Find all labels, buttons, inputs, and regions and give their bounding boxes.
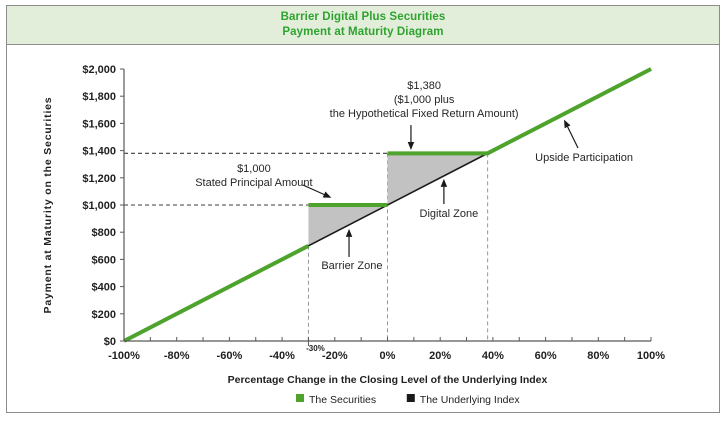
y-tick-label: $400: [92, 282, 116, 294]
x-tick-label: 60%: [535, 350, 557, 362]
annotation-text: Barrier Zone: [321, 260, 382, 272]
y-axis-title: Payment at Maturity on the Securities: [42, 97, 54, 314]
legend-swatch: [296, 394, 304, 402]
y-tick-label: $1,000: [82, 200, 116, 212]
y-tick-labels: $0 $200 $400 $600 $800 $1,000 $1,200 $1,400 $1,6…: [82, 64, 116, 348]
x-tick-label: 80%: [587, 350, 609, 362]
x-tick-label: -20%: [322, 350, 348, 362]
annotation-arrow: [302, 184, 332, 198]
fixed-return-callout: $1,380 ($1,000 plus the Hypothetical Fixed…: [330, 80, 519, 151]
x-axis-title: Percentage Change in the Closing Level o…: [228, 374, 548, 386]
annotation-text: ($1,000 plus: [394, 94, 455, 106]
diagram-header: Barrier Digital Plus Securities Payment …: [7, 6, 719, 45]
x-tick-label: -40%: [269, 350, 295, 362]
upside-participation-label: Upside Participation: [535, 119, 633, 164]
x-tick-label: 100%: [637, 350, 665, 362]
y-tick-label: $1,400: [82, 146, 116, 158]
axes: [120, 68, 652, 346]
arrow-head: [345, 228, 353, 237]
arrow-head: [564, 119, 571, 129]
y-tick-label: $0: [104, 336, 116, 348]
y-tick-label: $1,200: [82, 173, 116, 185]
arrow-head: [407, 142, 415, 151]
y-tick-label: $1,800: [82, 91, 116, 103]
payoff-chart: $0 $200 $400 $600 $800 $1,000 $1,200 $1,400 $1,6…: [42, 64, 665, 406]
series-segment: [123, 244, 310, 343]
y-tick-label: $2,000: [82, 64, 116, 76]
annotation-text: $1,000: [237, 163, 271, 175]
x-tick-label: -60%: [217, 350, 243, 362]
arrow-shaft: [302, 184, 325, 196]
annotation-arrow: [440, 178, 448, 205]
annotation-arrow: [345, 228, 353, 257]
x-tick-label: -80%: [164, 350, 190, 362]
digital-zone-fill: [387, 153, 488, 205]
legend: The Securities The Underlying Index: [296, 394, 520, 406]
diagram-frame: Barrier Digital Plus Securities Payment …: [6, 5, 720, 413]
y-tick-label: $600: [92, 254, 116, 266]
legend-label: The Underlying Index: [420, 394, 521, 406]
annotation-arrow: [407, 125, 415, 151]
annotation-text: Stated Principal Amount: [195, 177, 312, 189]
x-tick-label: -100%: [108, 350, 140, 362]
principal-callout: $1,000 Stated Principal Amount: [195, 163, 332, 198]
y-tick-label: $800: [92, 227, 116, 239]
x-tick-labels: -100% -80% -60% -40% -20% 0% 20% 40% 60% 80% 100% -…: [108, 344, 665, 362]
the-securities-line: [123, 67, 652, 343]
arrow-shaft: [567, 126, 579, 149]
y-tick-label: $1,600: [82, 118, 116, 130]
x-tick-label: 40%: [482, 350, 504, 362]
barrier-level-tick-label: -30%: [306, 344, 325, 353]
arrow-head: [322, 191, 332, 198]
series-segment: [387, 67, 652, 156]
arrow-head: [440, 178, 448, 187]
legend-swatch: [406, 394, 415, 402]
diagram-title-line2: Payment at Maturity Diagram: [282, 26, 444, 38]
annotation-text: $1,380: [407, 80, 441, 92]
x-tick-label: 0%: [380, 350, 396, 362]
y-tick-label: $200: [92, 309, 116, 321]
annotation-arrow: [564, 119, 579, 149]
annotation-text: Digital Zone: [420, 208, 479, 220]
chart-area: $0 $200 $400 $600 $800 $1,000 $1,200 $1,400 $1,6…: [7, 45, 719, 412]
annotation-text: the Hypothetical Fixed Return Amount): [330, 108, 519, 120]
legend-label: The Securities: [309, 394, 376, 406]
digital-zone-label: Digital Zone: [420, 178, 479, 220]
barrier-zone-label: Barrier Zone: [321, 228, 382, 272]
x-tick-label: 20%: [429, 350, 451, 362]
diagram-title-line1: Barrier Digital Plus Securities: [280, 11, 446, 23]
annotation-text: Upside Participation: [535, 152, 633, 164]
